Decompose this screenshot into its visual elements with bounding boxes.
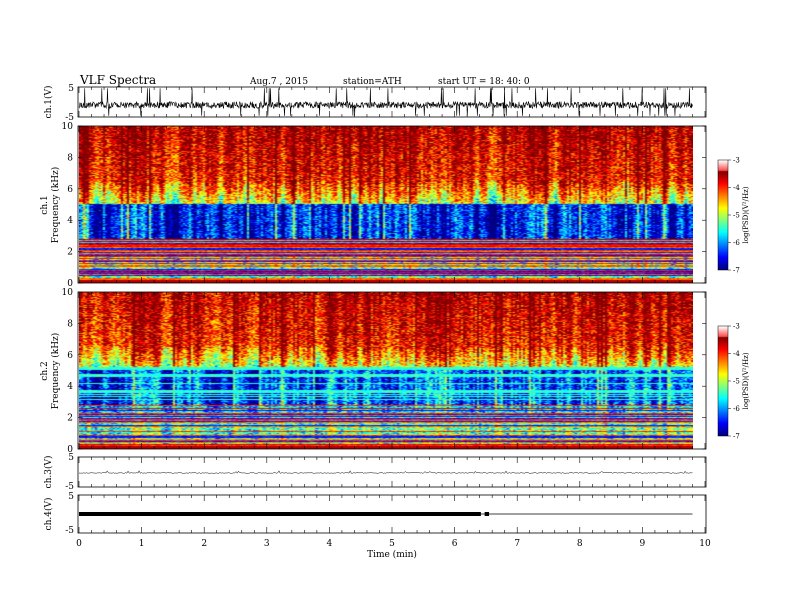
ch1-spectrogram-ytick-label: 8: [67, 153, 73, 163]
ch4-ytick-top: 5: [68, 492, 74, 502]
ch2-spectrogram-image: [79, 292, 693, 449]
ch2-colorbar-tick-label: -3: [733, 323, 740, 331]
ch2-spectrogram-ylabel-channel: ch.2: [40, 361, 50, 380]
ch2-colorbar-label: log(PSD)(V²/Hz): [742, 352, 750, 409]
time-tick-label: 8: [577, 539, 583, 549]
ch2-spectrogram-ytick-label: 8: [67, 319, 73, 329]
ch3-waveform-ylabel: ch.3(V): [43, 456, 54, 489]
ch4-waveform-ylabel: ch.4(V): [43, 498, 54, 531]
ch1-colorbar: [718, 160, 728, 270]
ch1-colorbar-label: log(PSD)(V²/Hz): [742, 186, 750, 243]
time-tick-label: 0: [76, 539, 82, 549]
ch1-colorbar-tick-label: -6: [733, 239, 740, 247]
time-axis-labels: 0 1 2 3 4 5 6 7 8 9 10: [76, 539, 711, 549]
ch1-spectrogram-ylabel-frequency: Frequency (kHz): [50, 167, 61, 244]
ch2-colorbar: [718, 326, 728, 436]
start-time-label: start UT = 18: 40: 0: [438, 77, 530, 87]
ch1-ytick-top: 5: [68, 84, 74, 94]
time-tick-label: 10: [699, 539, 711, 549]
time-tick-label: 1: [139, 539, 145, 549]
ch3-ytick-bottom: -5: [65, 482, 74, 492]
ch1-colorbar-tick-label: -5: [733, 212, 740, 220]
ch2-spectrogram-ylabel-frequency: Frequency (kHz): [50, 333, 61, 410]
time-axis-label: Time (min): [367, 549, 417, 560]
ch2-colorbar-tick-label: -5: [733, 378, 740, 386]
ch2-spectrogram-ytick-label: 6: [67, 351, 73, 361]
ch2-colorbar-tick-label: -6: [733, 405, 740, 413]
date-label: Aug.7 , 2015: [249, 77, 308, 87]
ch1-spectrogram-ytick-label: 6: [67, 185, 73, 195]
ch4-ytick-bottom: -5: [65, 526, 74, 536]
ch3-waveform-trace: [78, 470, 693, 474]
station-label: station=ATH: [343, 77, 402, 87]
time-tick-label: 7: [514, 539, 520, 549]
ch2-colorbar-tick-label: -4: [733, 350, 740, 358]
ch1-ytick-bottom: -5: [65, 113, 74, 123]
ch4-waveform-panel: 5 -5 ch.4(V): [43, 492, 707, 536]
ch2-spectrogram-ytick-label: 2: [67, 414, 73, 424]
ch3-ytick-top: 5: [68, 453, 74, 463]
ch1-spectrogram-image: [79, 126, 693, 283]
ch1-waveform-ylabel: ch.1(V): [43, 86, 54, 119]
ch1-spectrogram-ytick-label: 2: [67, 248, 73, 258]
ch1-spectrogram-ytick-label: 0: [67, 279, 73, 289]
time-tick-label: 6: [452, 539, 458, 549]
ch1-spectrogram-ytick-label: 10: [62, 122, 74, 132]
time-tick-label: 9: [640, 539, 646, 549]
ch2-spectrogram-ytick-label: 4: [67, 382, 73, 392]
time-tick-label: 2: [201, 539, 207, 549]
ch1-colorbar-tick-label: -7: [733, 267, 740, 275]
ch1-colorbar-tick-label: -3: [733, 157, 740, 165]
ch1-waveform-panel: 5 -5 ch.1(V): [43, 84, 707, 123]
ch1-colorbar-tick-label: -4: [733, 184, 740, 192]
time-tick-label: 4: [327, 539, 333, 549]
ch2-spectrogram-ytick-label: 0: [67, 445, 73, 455]
ch3-waveform-panel: 5 -5 ch.3(V): [43, 453, 707, 492]
ch1-spectrogram-ylabel-channel: ch.1: [40, 195, 50, 214]
ch2-spectrogram-ytick-label: 10: [62, 288, 74, 298]
time-axis-ticks: [78, 87, 706, 533]
ch1-spectrogram-ytick-label: 4: [67, 216, 73, 226]
ch2-colorbar-tick-label: -7: [733, 433, 740, 441]
time-tick-label: 3: [264, 539, 270, 549]
figure-title: VLF Spectra: [79, 73, 156, 87]
ch1-waveform-trace: [78, 88, 693, 116]
time-tick-label: 5: [389, 539, 395, 549]
